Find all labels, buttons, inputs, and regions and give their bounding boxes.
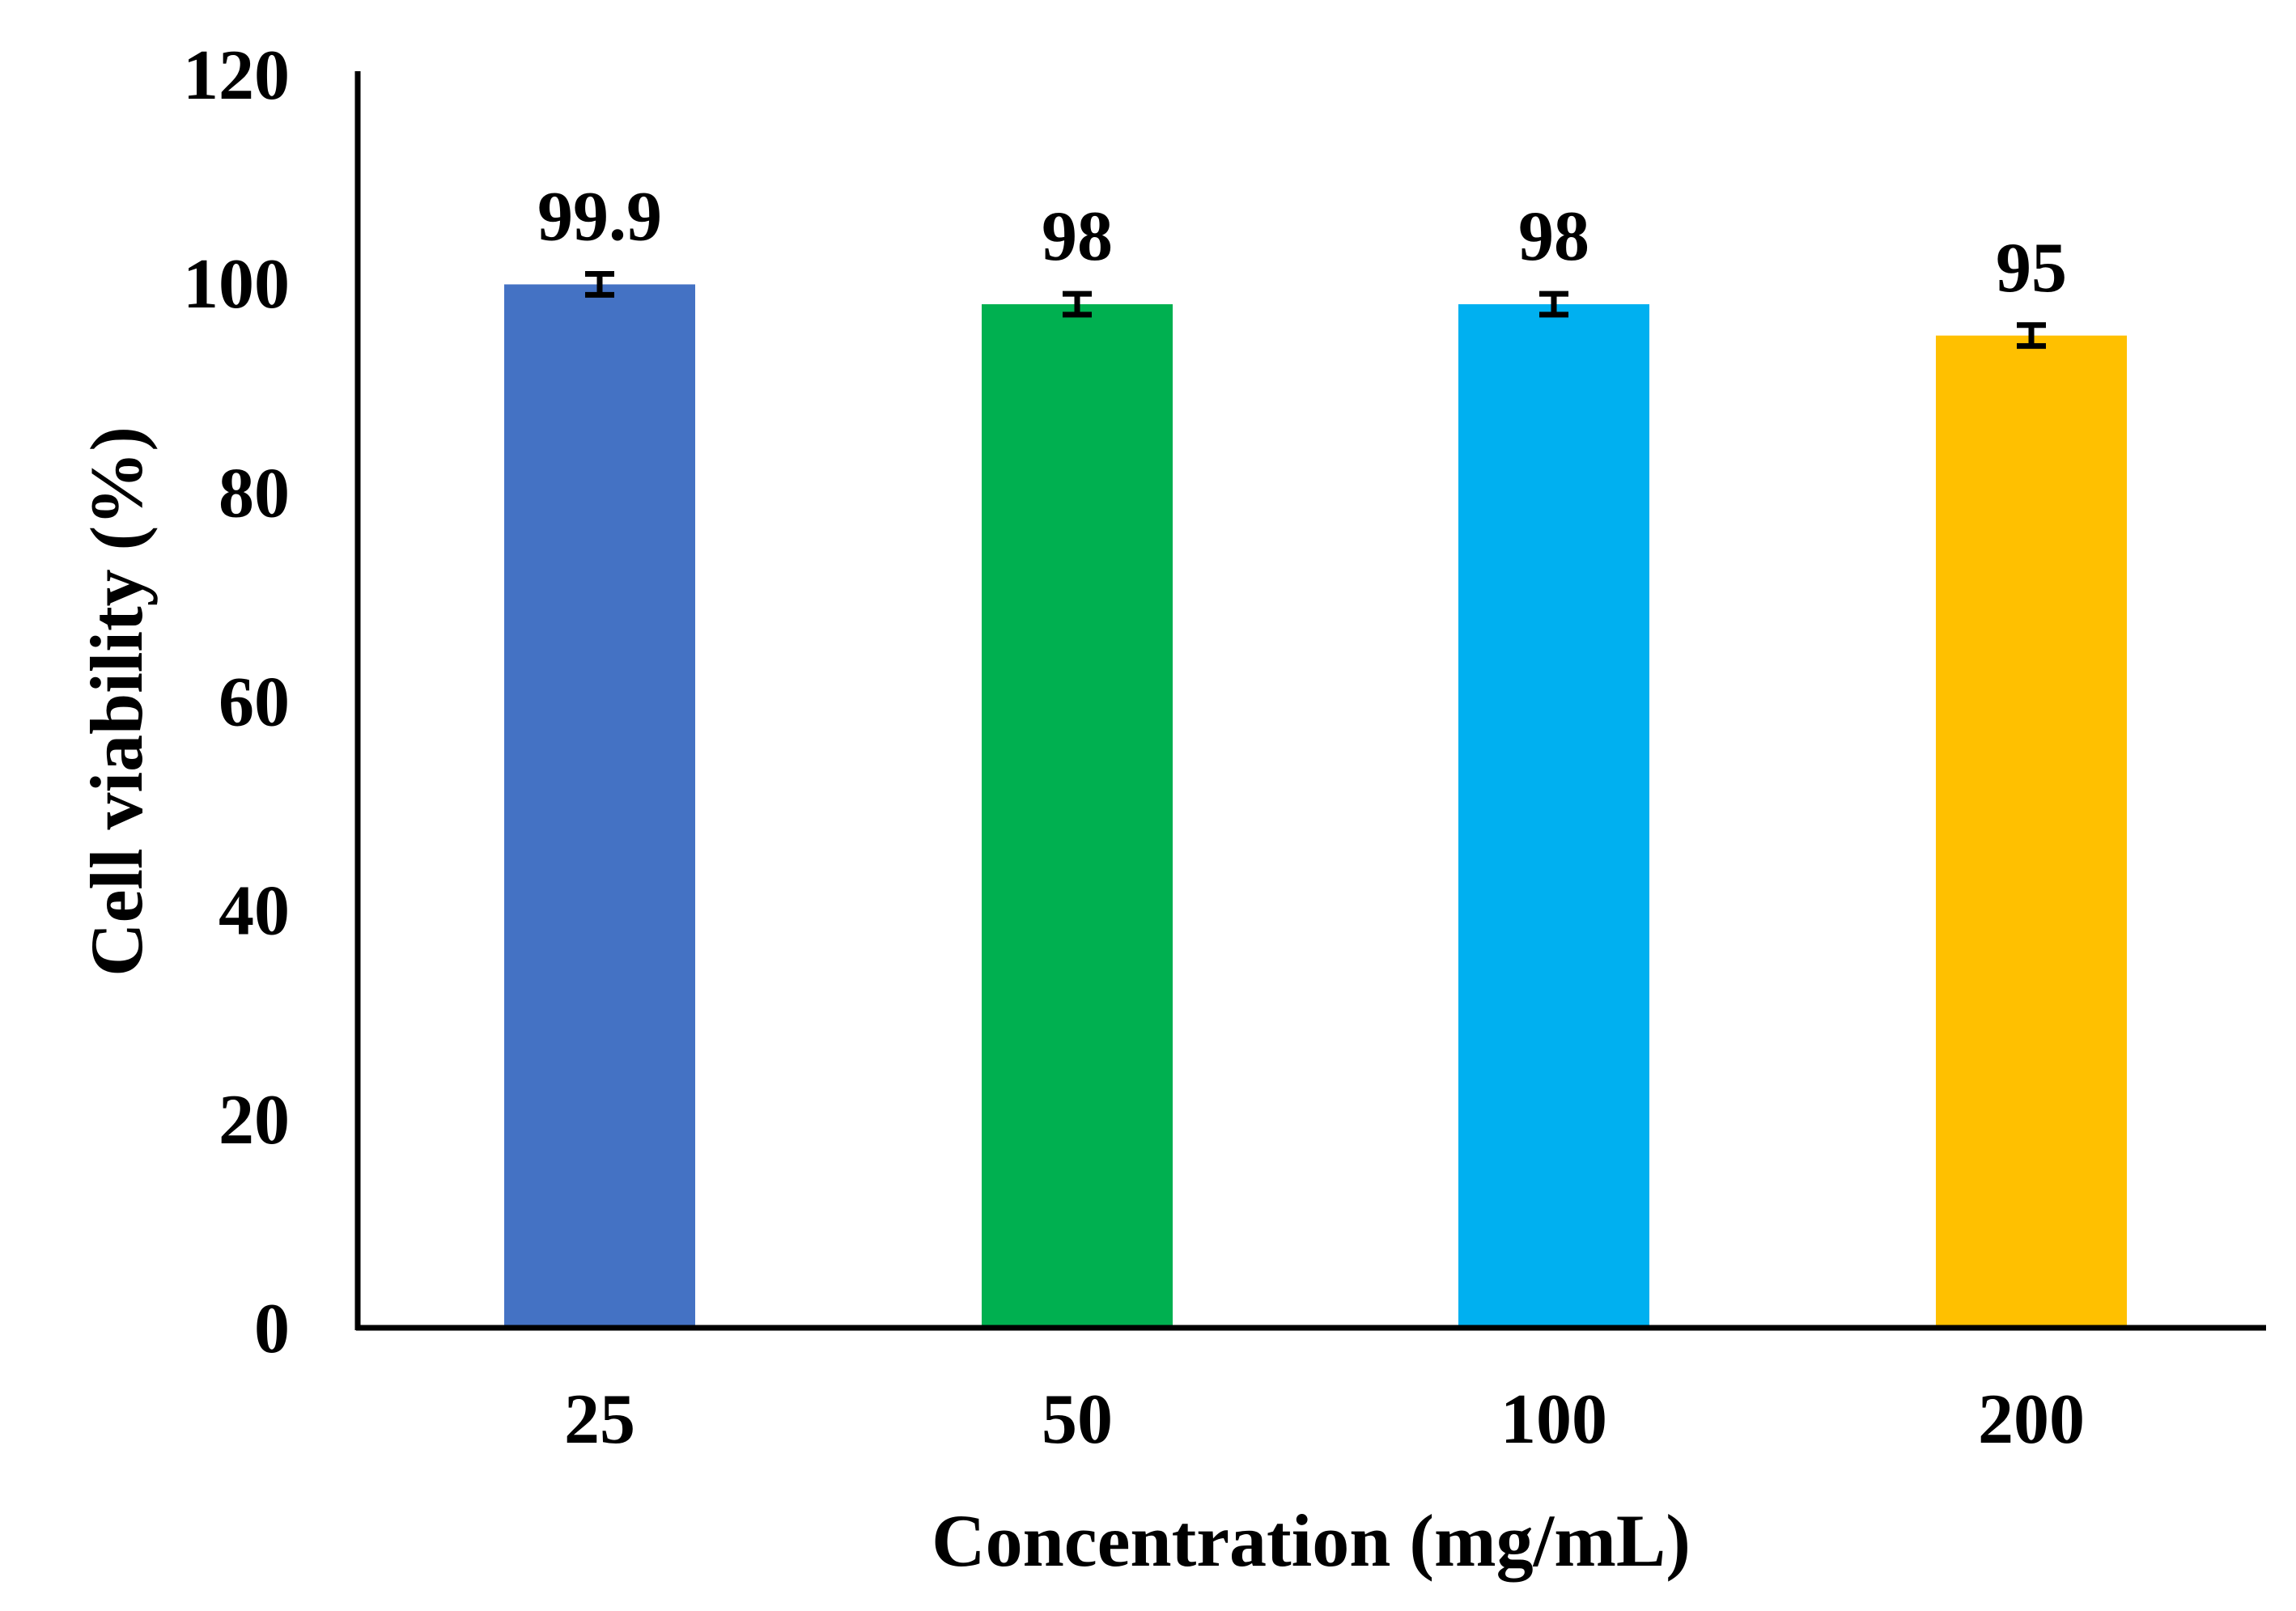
x-tick-label-100: 100 <box>1500 1380 1607 1459</box>
y-tick-labels: 0 20 40 60 80 100 120 <box>183 36 290 1368</box>
bar-50 <box>982 303 1173 1328</box>
y-tick-label: 80 <box>219 454 290 532</box>
y-tick-label: 40 <box>219 872 290 951</box>
data-label-25: 99.9 <box>537 178 662 256</box>
bar-200 <box>1936 335 2127 1328</box>
data-label-100: 98 <box>1518 197 1589 276</box>
data-labels: 99.9 98 98 95 <box>537 178 2067 307</box>
error-bar-200 <box>2017 322 2046 350</box>
error-bar-50 <box>1063 290 1092 318</box>
error-bars <box>585 271 2046 350</box>
y-tick-label: 20 <box>219 1081 290 1159</box>
x-axis-title: Concentration (mg/mL) <box>932 1499 1691 1582</box>
x-tick-label-25: 25 <box>564 1380 635 1459</box>
x-tick-labels: 25 50 100 200 <box>564 1380 2085 1459</box>
x-tick-label-50: 50 <box>1042 1380 1113 1459</box>
data-label-200: 95 <box>1996 229 2067 307</box>
y-tick-label: 120 <box>183 36 290 115</box>
bar-100 <box>1458 303 1649 1328</box>
x-tick-label-200: 200 <box>1978 1380 2085 1459</box>
data-label-50: 98 <box>1042 197 1113 276</box>
y-tick-label: 100 <box>183 245 290 324</box>
error-bar-100 <box>1539 290 1568 318</box>
axes <box>354 71 2266 1331</box>
y-tick-label: 0 <box>254 1290 290 1368</box>
y-axis-title: Cell viability (%) <box>75 426 158 977</box>
error-bar-25 <box>585 271 614 298</box>
bars <box>504 284 2127 1328</box>
bar-25 <box>504 284 695 1328</box>
y-tick-label: 60 <box>219 663 290 742</box>
